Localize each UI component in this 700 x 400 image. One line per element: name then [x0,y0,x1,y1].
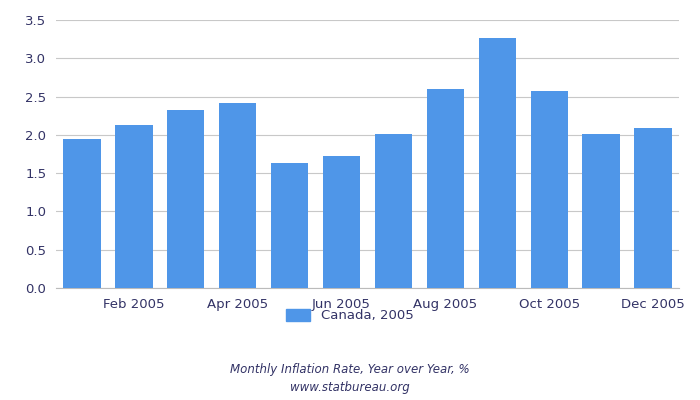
Bar [531,91,568,288]
Bar [271,163,308,288]
Bar [374,134,412,288]
Bar [582,134,620,288]
Bar [634,128,672,288]
Bar [63,139,101,288]
Bar [116,125,153,288]
Bar [479,38,516,288]
Text: Monthly Inflation Rate, Year over Year, %: Monthly Inflation Rate, Year over Year, … [230,364,470,376]
Bar [219,104,256,288]
Bar [323,156,360,288]
Legend: Canada, 2005: Canada, 2005 [281,304,419,328]
Bar [167,110,204,288]
Bar [427,89,464,288]
Text: www.statbureau.org: www.statbureau.org [290,382,410,394]
